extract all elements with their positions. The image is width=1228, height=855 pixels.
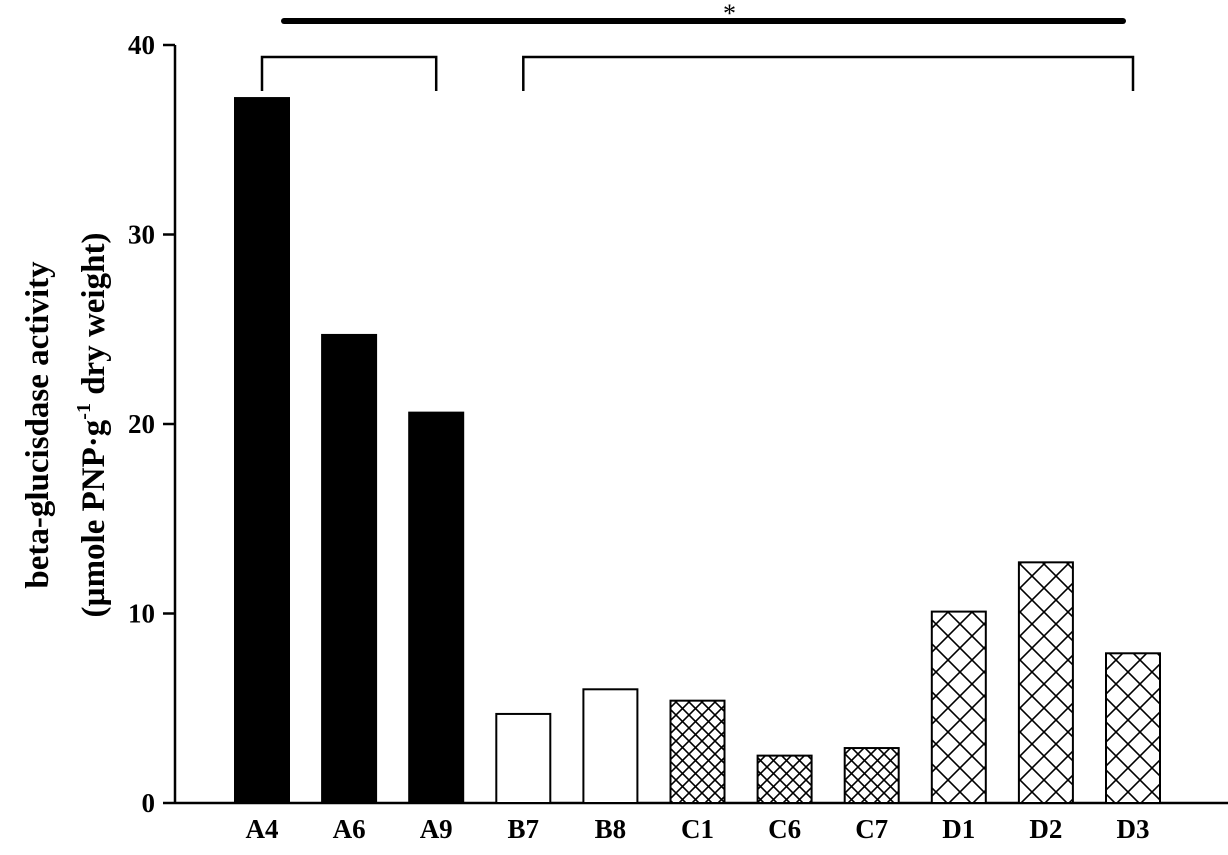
x-tick-label-d3: D3 [1117, 814, 1150, 844]
bar-c6 [756, 754, 813, 804]
x-tick-label-b8: B8 [595, 814, 627, 844]
x-tick-label-a4: A4 [246, 814, 279, 844]
x-tick-label-b7: B7 [508, 814, 540, 844]
y-axis-unit: (µmole PNP·g-1 dry weight) [73, 233, 112, 618]
y-axis-unit-g: g [76, 419, 112, 436]
bar-a4 [234, 97, 290, 804]
bar-b8 [582, 688, 639, 804]
y-ticks: 0 10 20 30 40 [128, 30, 175, 818]
x-tick-label-c1: C1 [681, 814, 714, 844]
y-axis-title: beta-glucisdase activity [20, 261, 56, 589]
x-tick-labels: A4 A6 A9 B7 B8 C1 C6 C7 D1 D2 D3 [246, 814, 1150, 844]
bar-d1 [930, 610, 987, 804]
bar-d3 [1105, 652, 1161, 804]
x-tick-label-a6: A6 [333, 814, 366, 844]
y-tick-label: 40 [128, 30, 155, 60]
y-axis-unit-superscript: -1 [73, 403, 95, 420]
x-tick-label-d1: D1 [942, 814, 975, 844]
y-axis-unit-suffix: dry weight) [76, 233, 112, 403]
bar-c1 [669, 699, 726, 804]
significance-bracket-1 [260, 55, 438, 91]
x-tick-label-c7: C7 [855, 814, 888, 844]
y-axis-unit-prefix: (µmole PNP [76, 447, 112, 617]
bar-a9 [408, 411, 465, 804]
bar-a6 [321, 333, 378, 804]
y-axis-title-line-1: beta-glucisdase activity [20, 261, 56, 589]
bars [234, 97, 1161, 805]
significance-label: * [723, 0, 736, 28]
y-axis-unit-dot: · [76, 436, 112, 447]
significance-annotation: * [260, 0, 1135, 91]
x-tick-label-a9: A9 [420, 814, 453, 844]
y-tick-label: 30 [128, 220, 155, 250]
x-tick-label-d2: D2 [1029, 814, 1062, 844]
y-tick-label: 10 [128, 599, 155, 629]
significance-bracket-2 [522, 55, 1135, 91]
bar-b7 [495, 712, 552, 804]
y-tick-label: 20 [128, 409, 155, 439]
x-tick-label-c6: C6 [768, 814, 801, 844]
y-tick-label: 0 [142, 788, 156, 818]
bar-d2 [1017, 561, 1074, 805]
bar-c7 [843, 747, 900, 804]
